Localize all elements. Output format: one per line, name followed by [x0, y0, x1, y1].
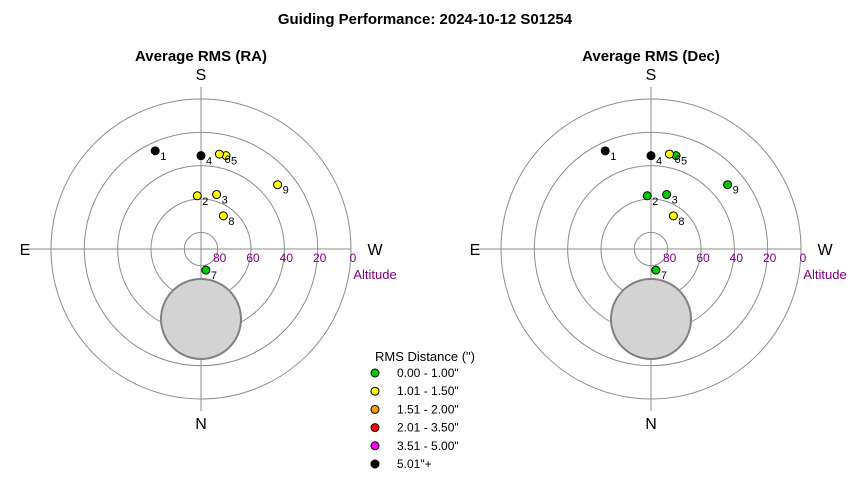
compass-east: E: [470, 242, 481, 259]
polar-chart-1: Average RMS (RA) S N E W 80 60 40 20 0 Altitude 1 2 3…: [20, 48, 397, 433]
legend-item-label: 1.01 - 1.50": [397, 384, 459, 398]
chart-title: Guiding Performance: 2024-10-12 S01254: [278, 11, 573, 28]
altitude-axis-label: Altitude: [353, 267, 396, 282]
data-point-label: 8: [228, 216, 234, 228]
data-point: [646, 151, 656, 161]
data-point: [150, 146, 160, 156]
data-point-label: 3: [222, 195, 228, 207]
data-point: [642, 191, 652, 201]
data-point: [212, 190, 222, 200]
legend-marker: [370, 386, 380, 396]
data-point-label: 9: [283, 185, 289, 197]
data-point-label: 6: [224, 154, 230, 166]
data-point-label: 1: [160, 151, 166, 163]
altitude-tick-label: 0: [800, 251, 807, 265]
data-point: [192, 191, 202, 201]
data-point-label: 3: [672, 195, 678, 207]
data-point: [662, 190, 672, 200]
compass-west: W: [817, 242, 833, 259]
legend-item-label: 3.51 - 5.00": [397, 439, 459, 453]
data-point-label: 1: [610, 151, 616, 163]
data-point-label: 7: [661, 270, 667, 282]
chart-subtitle: Average RMS (Dec): [582, 48, 720, 65]
data-point-label: 7: [211, 270, 217, 282]
polar-chart-2: Average RMS (Dec) S N E W 80 60 40 20 0 Altitude 1 2…: [470, 48, 847, 433]
data-point-label: 9: [733, 185, 739, 197]
data-point-label: 4: [656, 156, 662, 168]
data-point-label: 4: [206, 156, 212, 168]
altitude-tick-label: 80: [213, 251, 227, 265]
legend-item-label: 5.01"+: [397, 457, 432, 471]
legend-title: RMS Distance ("): [375, 349, 475, 364]
altitude-tick-label: 20: [763, 251, 777, 265]
data-point-label: 5: [231, 156, 237, 168]
data-point: [201, 265, 211, 275]
data-point: [651, 265, 661, 275]
legend-marker: [370, 459, 380, 469]
altitude-tick-label: 80: [663, 251, 677, 265]
moon-disc: [610, 278, 692, 360]
data-point-label: 8: [678, 216, 684, 228]
data-point-label: 2: [202, 196, 208, 208]
data-point: [668, 211, 678, 221]
legend-marker: [370, 423, 380, 433]
chart-subtitle: Average RMS (RA): [135, 48, 267, 65]
altitude-tick-label: 60: [246, 251, 260, 265]
compass-west: W: [367, 242, 383, 259]
legend-item-label: 1.51 - 2.00": [397, 402, 459, 416]
data-point: [214, 149, 224, 159]
legend-marker: [370, 368, 380, 378]
altitude-tick-label: 60: [696, 251, 710, 265]
legend-item-label: 0.00 - 1.00": [397, 366, 459, 380]
data-point-label: 5: [681, 156, 687, 168]
data-point: [196, 151, 206, 161]
altitude-tick-label: 40: [730, 251, 744, 265]
legend-marker: [370, 441, 380, 451]
legend-marker: [370, 404, 380, 414]
altitude-tick-label: 40: [280, 251, 294, 265]
compass-north: N: [645, 416, 657, 433]
compass-south: S: [196, 67, 207, 84]
data-point: [664, 149, 674, 159]
compass-east: E: [20, 242, 31, 259]
data-point-label: 6: [674, 154, 680, 166]
data-point-label: 2: [652, 196, 658, 208]
data-point: [723, 180, 733, 190]
altitude-tick-label: 20: [313, 251, 327, 265]
altitude-tick-label: 0: [350, 251, 357, 265]
altitude-axis-label: Altitude: [803, 267, 846, 282]
data-point: [273, 180, 283, 190]
legend: RMS Distance (") 0.00 - 1.00" 1.01 - 1.50…: [370, 349, 475, 471]
compass-south: S: [646, 67, 657, 84]
compass-north: N: [195, 416, 207, 433]
data-point: [218, 211, 228, 221]
legend-item-label: 2.01 - 3.50": [397, 421, 459, 435]
data-point: [600, 146, 610, 156]
moon-disc: [160, 278, 242, 360]
